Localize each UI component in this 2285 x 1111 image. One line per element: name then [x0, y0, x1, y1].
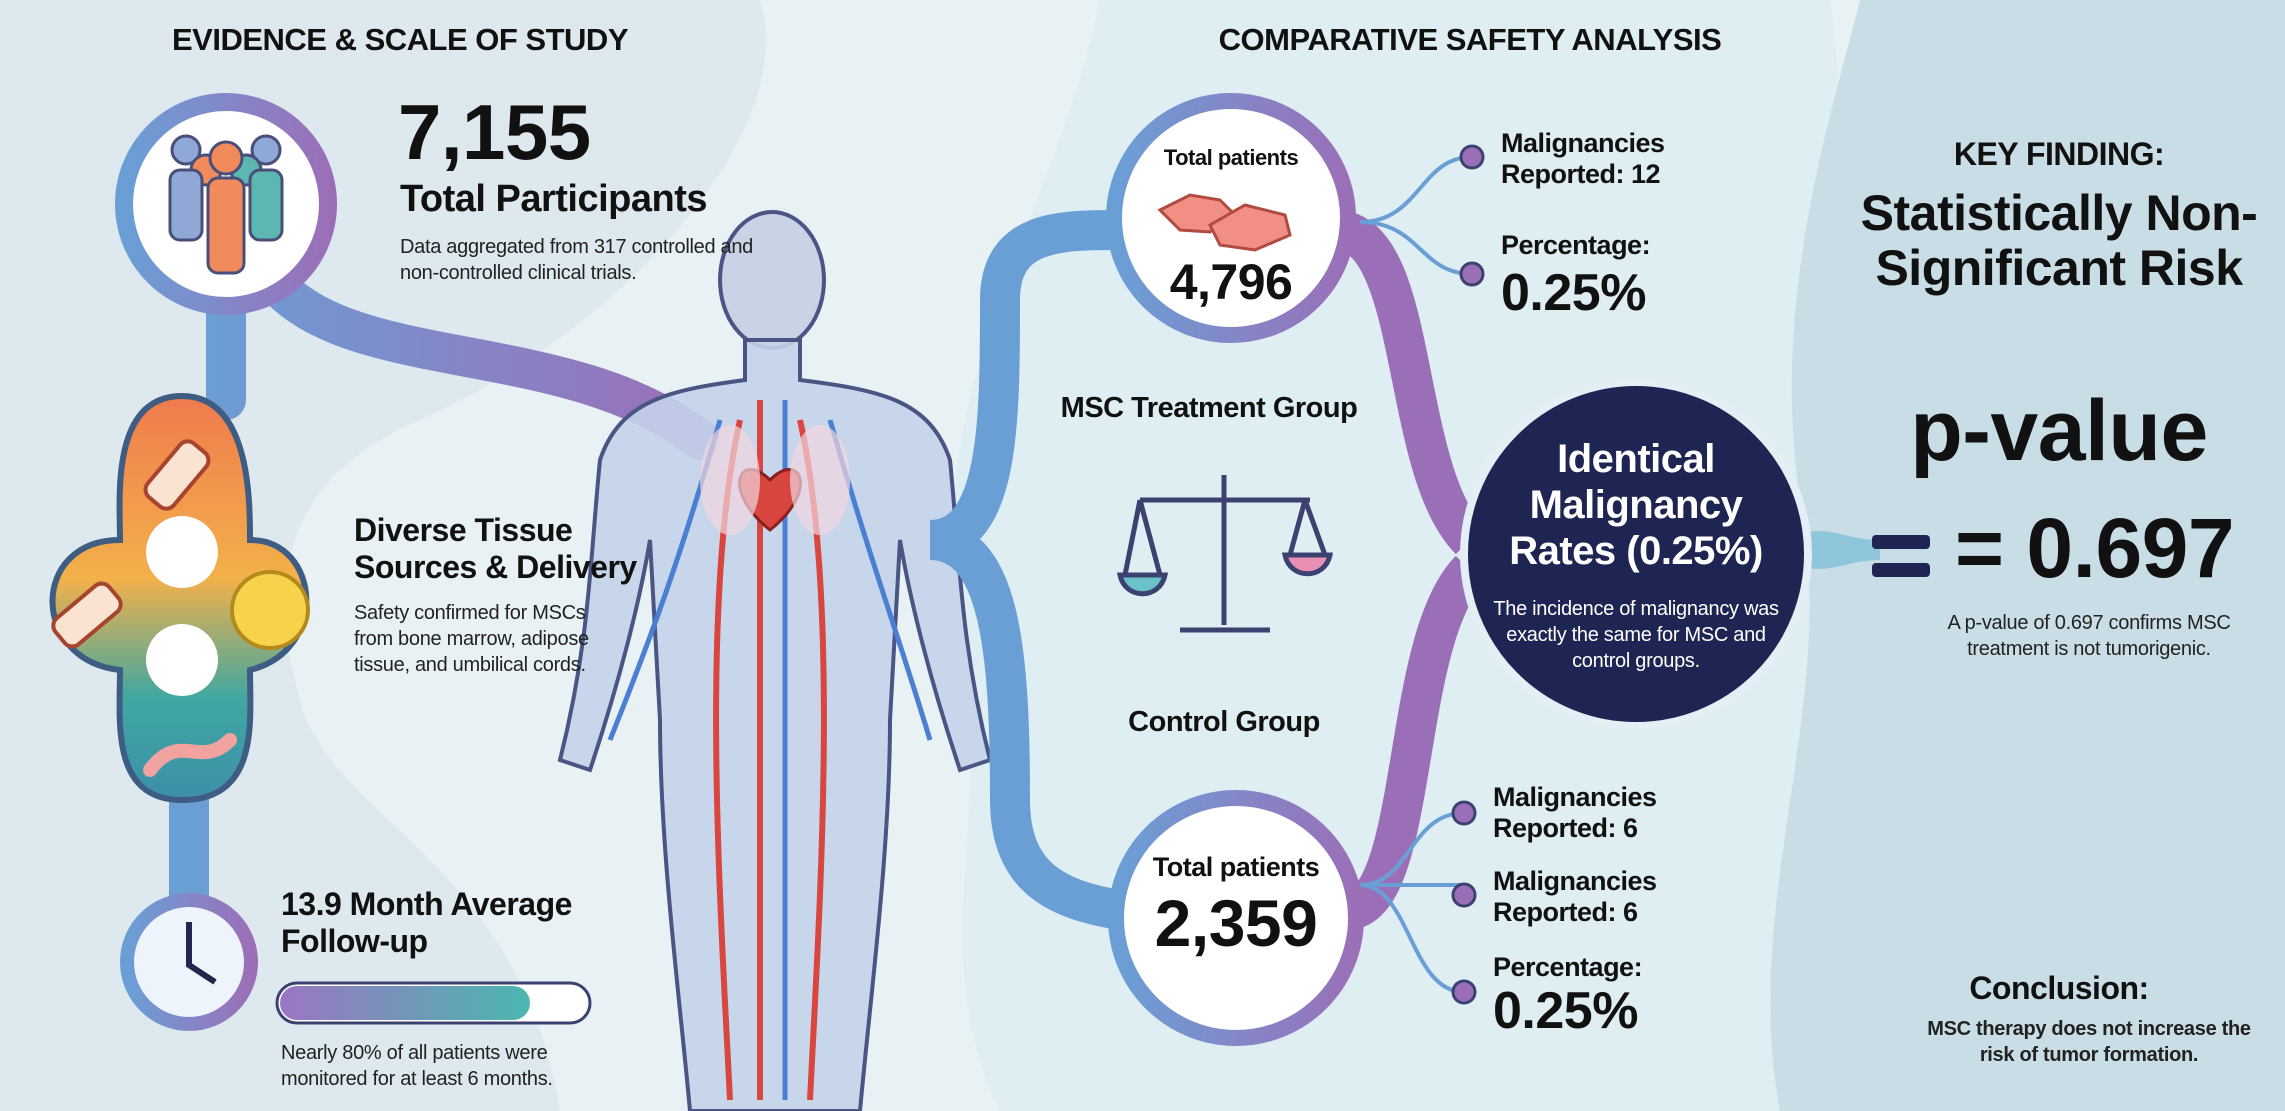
right-panel — [1770, 0, 2285, 1111]
control-ring — [1108, 790, 1364, 1046]
section-title: EVIDENCE & SCALE OF STUDY — [172, 22, 629, 57]
human-figure — [557, 210, 993, 1111]
pvalue: = 0.697 — [1955, 501, 2235, 595]
people-icon — [168, 134, 284, 275]
followup-title: 13.9 Month Average Follow-up — [281, 886, 572, 959]
group-label: MSC Treatment Group — [1060, 392, 1358, 424]
cell-icon — [1157, 193, 1292, 252]
tissue-blob — [49, 392, 310, 804]
adipose-icon — [230, 570, 310, 650]
participants-label: Total Participants — [400, 178, 708, 220]
group-label: Control Group — [1128, 706, 1320, 738]
cord-icon — [143, 733, 237, 777]
stat-text: Malignancies Reported: 12 — [1501, 128, 1665, 190]
tissue-note: Safety confirmed for MSCs from bone marr… — [354, 602, 589, 676]
bone-icon — [51, 581, 123, 649]
result-circle — [1460, 378, 1812, 730]
stat-text: Malignancies Reported: 6 — [1493, 866, 1657, 928]
pvalue-label: p-value — [1910, 383, 2208, 479]
equals-bar — [1872, 535, 1930, 549]
equals-bar — [1872, 563, 1930, 577]
clock-hands — [186, 922, 217, 985]
stat-text: Malignancies Reported: 6 — [1493, 782, 1657, 844]
branch-tube — [1335, 210, 1486, 930]
key-note: A p-value of 0.697 confirms MSC treatmen… — [1947, 612, 2231, 660]
followup-note: Nearly 80% of all patients were monitore… — [281, 1042, 553, 1090]
followup-fill — [280, 986, 530, 1020]
result-note: The incidence of malignancy was exactly … — [1493, 598, 1779, 672]
stat-value: 0.25% — [1493, 982, 1638, 1040]
stat-value: 0.25% — [1501, 264, 1646, 322]
stat-text: Percentage: — [1501, 230, 1651, 260]
stat-dot — [1451, 144, 1485, 1005]
stat-connector — [1359, 155, 1473, 994]
patients-label: Total patients — [1163, 145, 1299, 170]
patients-label: Total patients — [1152, 852, 1320, 882]
stat-text: Percentage: — [1493, 952, 1643, 982]
section-title: COMPARATIVE SAFETY ANALYSIS — [1218, 22, 1722, 57]
scale-icon — [1116, 475, 1334, 633]
participants-value: 7,155 — [398, 88, 591, 176]
patients-value: 4,796 — [1169, 254, 1293, 310]
key-heading: KEY FINDING: — [1953, 136, 2165, 172]
conclusion-title: Conclusion: — [1969, 970, 2149, 1006]
branch-tube — [928, 210, 1124, 930]
participants-note: Data aggregated from 317 controlled and … — [400, 236, 753, 284]
tissue-hole — [146, 516, 218, 588]
tissue-title: Diverse Tissue Sources & Delivery — [354, 512, 637, 585]
tissue-hole — [146, 624, 218, 696]
conclusion-text: MSC therapy does not increase the risk o… — [1927, 1018, 2251, 1066]
bone-icon — [143, 439, 211, 511]
result-title: Identical Malignancy Rates (0.25%) — [1509, 437, 1763, 573]
connector-tube — [169, 240, 720, 917]
key-title: Statistically Non-Significant Risk — [1860, 185, 2258, 296]
patients-value: 2,359 — [1154, 886, 1318, 960]
